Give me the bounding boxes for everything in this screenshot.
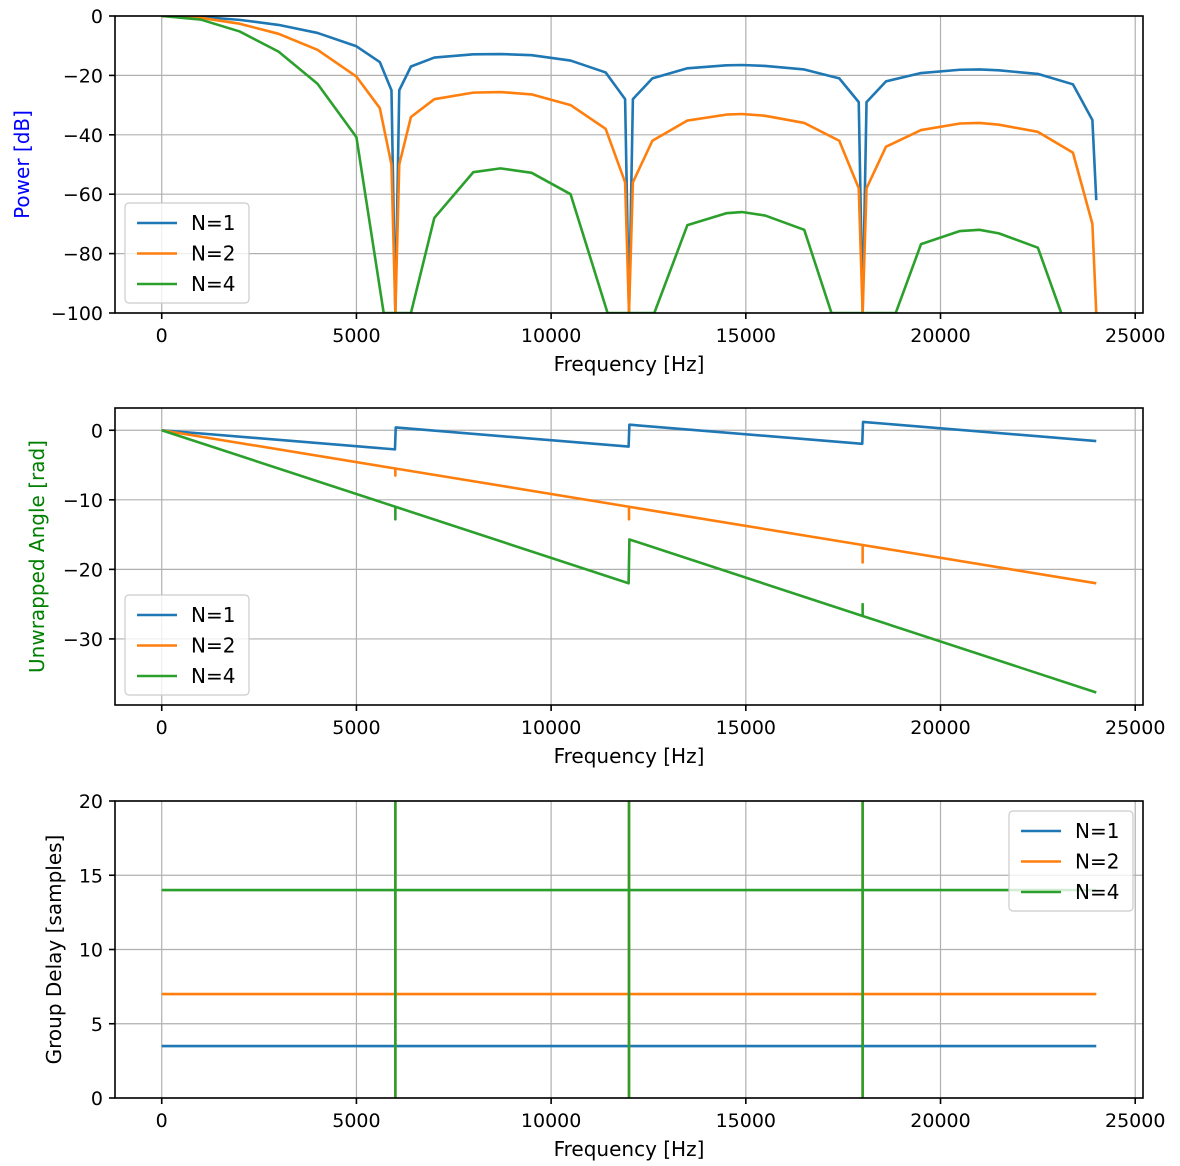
y-tick-label: 15 [79, 865, 103, 887]
legend-entry: N=4 [191, 272, 235, 296]
x-tick-label: 10000 [521, 325, 581, 347]
plot-area [161, 801, 1097, 1098]
y-tick-label: −100 [51, 303, 103, 325]
legend-box [1008, 810, 1134, 912]
legend-entry: N=1 [191, 603, 235, 627]
series-line-n2 [161, 428, 1097, 585]
legend: N=1 N=2 N=4 [1008, 810, 1134, 912]
x-tick-label: 15000 [716, 717, 776, 739]
legend-box [124, 594, 250, 696]
x-tick-label: 20000 [910, 325, 970, 347]
x-tick-label: 5000 [332, 717, 380, 739]
x-tick-label: 20000 [910, 717, 970, 739]
x-tick-label: 25000 [1105, 717, 1165, 739]
legend: N=1 N=2 N=4 [124, 202, 250, 304]
y-tick-label: −10 [63, 490, 103, 512]
x-tick-label: 10000 [521, 717, 581, 739]
y-tick-label: 0 [91, 6, 103, 28]
legend-entry: N=2 [191, 242, 235, 266]
x-tick-label: 15000 [716, 325, 776, 347]
x-axis-label: Frequency [Hz] [554, 1137, 705, 1161]
y-tick-label: 0 [91, 420, 103, 442]
x-tick-label: 0 [156, 717, 168, 739]
x-tick-label: 10000 [521, 1110, 581, 1132]
x-tick-label: 0 [156, 325, 168, 347]
legend: N=1 N=2 N=4 [124, 594, 250, 696]
y-tick-label: 20 [79, 791, 103, 813]
y-tick-label: 0 [91, 1088, 103, 1110]
legend-entry: N=4 [1075, 880, 1119, 904]
x-axis-label: Frequency [Hz] [554, 744, 705, 768]
series-line-n4 [161, 429, 1097, 694]
y-tick-label: 5 [91, 1014, 103, 1036]
plot-area [161, 420, 1097, 694]
y-tick-label: −80 [63, 244, 103, 266]
legend-entry: N=1 [1075, 819, 1119, 843]
series-line-n2 [161, 16, 1098, 313]
x-tick-label: 25000 [1105, 1110, 1165, 1132]
x-tick-label: 25000 [1105, 325, 1165, 347]
series-line-n1 [161, 420, 1097, 451]
x-axis-label: Frequency [Hz] [554, 352, 705, 376]
legend-box [124, 202, 250, 304]
axes-frame [114, 15, 1144, 314]
y-tick-label: −30 [63, 629, 103, 651]
axes-frame [114, 407, 1144, 706]
series-line-n4 [161, 16, 1063, 313]
y-tick-label: −20 [63, 65, 103, 87]
series-line-n4 [161, 801, 1097, 1098]
y-axis-label: Unwrapped Angle [rad] [25, 440, 49, 673]
x-tick-label: 0 [156, 1110, 168, 1132]
x-tick-label: 5000 [332, 1110, 380, 1132]
y-tick-label: −40 [63, 125, 103, 147]
y-axis-label: Power [dB] [10, 110, 34, 219]
x-tick-label: 5000 [332, 325, 380, 347]
y-tick-label: 10 [79, 940, 103, 962]
subplot-2: 0 5000 10000 15000 20000 25000 0 −10 −20 −30 Frequ… [25, 407, 1165, 768]
legend-entry: N=2 [1075, 850, 1119, 874]
y-tick-label: −60 [63, 184, 103, 206]
y-axis-label: Group Delay [samples] [42, 835, 66, 1065]
series-line-n1 [161, 16, 1098, 313]
x-tick-label: 20000 [910, 1110, 970, 1132]
x-tick-label: 15000 [716, 1110, 776, 1132]
subplot-1: 0 5000 10000 15000 20000 25000 0 −20 −40 −60 −80 −1… [10, 6, 1165, 376]
legend-entry: N=2 [191, 634, 235, 658]
legend-entry: N=1 [191, 211, 235, 235]
subplot-3: 0 5000 10000 15000 20000 25000 0 5 10 15 20 Frequen… [42, 791, 1165, 1161]
legend-entry: N=4 [191, 664, 235, 688]
y-tick-label: −20 [63, 559, 103, 581]
plot-area [161, 16, 1098, 313]
